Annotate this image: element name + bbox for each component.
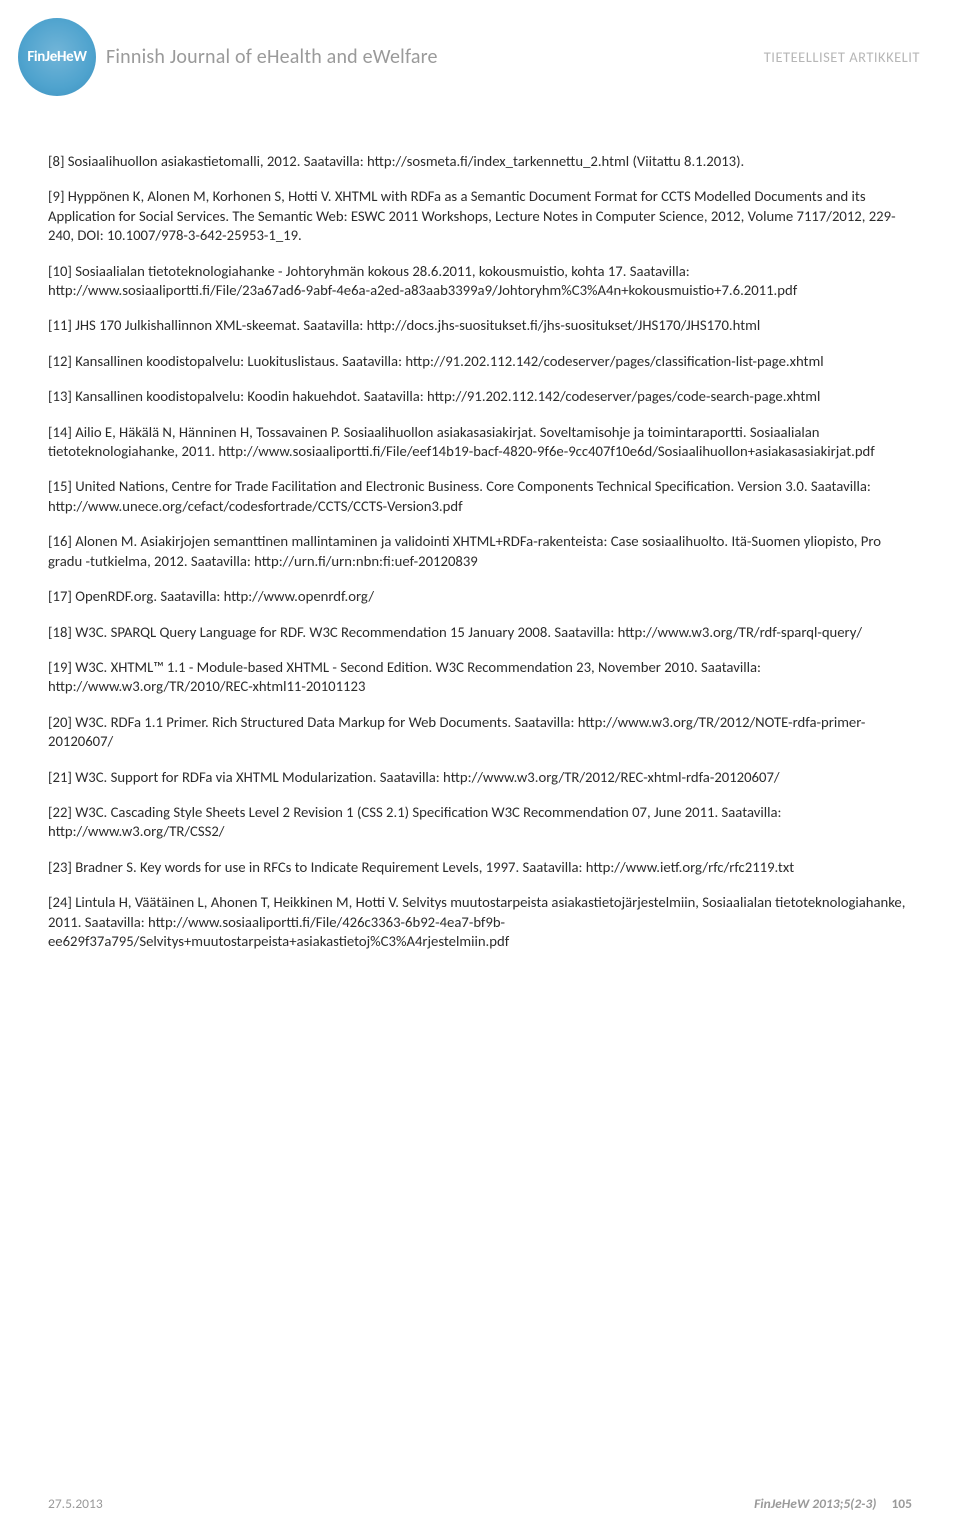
reference-item: [19] W3C. XHTML™ 1.1 - Module-based XHTM…	[48, 658, 912, 697]
reference-item: [22] W3C. Cascading Style Sheets Level 2…	[48, 803, 912, 842]
page-header: FinJeHeW Finnish Journal of eHealth and …	[0, 0, 960, 104]
footer-page-number: 105	[891, 1495, 912, 1512]
reference-item: [11] JHS 170 Julkishallinnon XML-skeemat…	[48, 316, 912, 335]
section-label: TIETEELLISET ARTIKKELIT	[764, 48, 920, 66]
footer-date: 27.5.2013	[48, 1495, 103, 1512]
reference-item: [9] Hyppönen K, Alonen M, Korhonen S, Ho…	[48, 187, 912, 245]
reference-item: [15] United Nations, Centre for Trade Fa…	[48, 477, 912, 516]
reference-item: [13] Kansallinen koodistopalvelu: Koodin…	[48, 387, 912, 406]
journal-title: Finnish Journal of eHealth and eWelfare	[106, 45, 438, 69]
reference-item: [20] W3C. RDFa 1.1 Primer. Rich Structur…	[48, 713, 912, 752]
logo-text: FinJeHeW	[27, 48, 86, 66]
reference-item: [18] W3C. SPARQL Query Language for RDF.…	[48, 623, 912, 642]
footer-citation: FinJeHeW 2013;5(2-3) 105	[754, 1495, 912, 1512]
reference-item: [24] Lintula H, Väätäinen L, Ahonen T, H…	[48, 893, 912, 951]
reference-item: [8] Sosiaalihuollon asiakastietomalli, 2…	[48, 152, 912, 171]
reference-item: [23] Bradner S. Key words for use in RFC…	[48, 858, 912, 877]
references-list: [8] Sosiaalihuollon asiakastietomalli, 2…	[0, 104, 960, 987]
reference-item: [21] W3C. Support for RDFa via XHTML Mod…	[48, 768, 912, 787]
reference-item: [10] Sosiaalialan tietoteknologiahanke -…	[48, 262, 912, 301]
logo-circle-icon: FinJeHeW	[18, 18, 96, 96]
reference-item: [12] Kansallinen koodistopalvelu: Luokit…	[48, 352, 912, 371]
page-footer: 27.5.2013 FinJeHeW 2013;5(2-3) 105	[48, 1495, 912, 1512]
reference-item: [17] OpenRDF.org. Saatavilla: http://www…	[48, 587, 912, 606]
reference-item: [16] Alonen M. Asiakirjojen semanttinen …	[48, 532, 912, 571]
footer-journal: FinJeHeW 2013;5(2-3)	[754, 1495, 876, 1512]
header-left: FinJeHeW Finnish Journal of eHealth and …	[18, 18, 438, 96]
reference-item: [14] Ailio E, Häkälä N, Hänninen H, Toss…	[48, 423, 912, 462]
